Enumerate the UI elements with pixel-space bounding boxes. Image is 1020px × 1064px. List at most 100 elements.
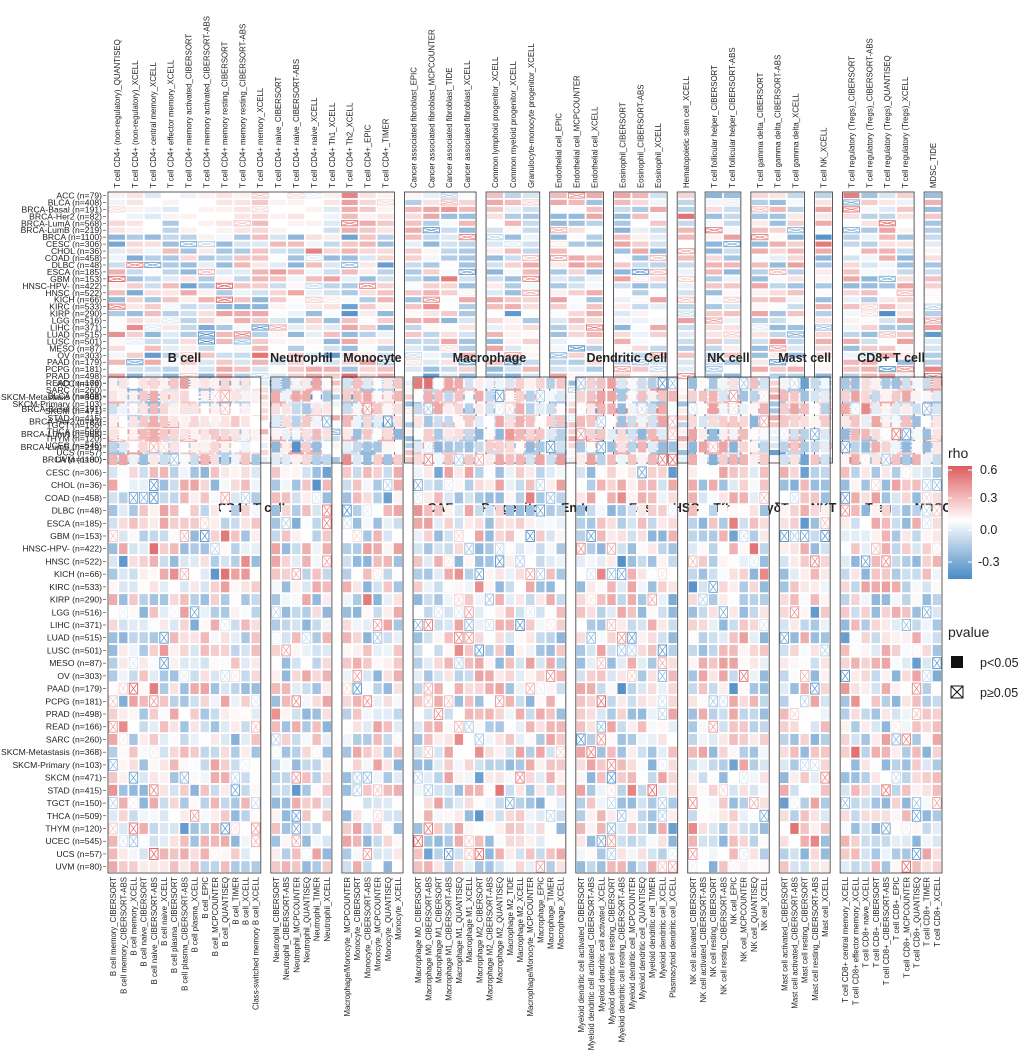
heatmap-cell — [759, 734, 769, 745]
heatmap-cell — [843, 283, 860, 289]
heatmap-cell — [505, 734, 515, 745]
heatmap-cell — [234, 255, 251, 261]
heatmap-cell — [459, 192, 476, 199]
heatmap-cell — [617, 683, 626, 695]
heatmap-cell — [932, 454, 942, 466]
heatmap-cell — [568, 366, 585, 372]
heatmap-cell — [485, 568, 494, 580]
heatmap-cell — [159, 619, 169, 631]
heatmap-cell — [180, 784, 189, 796]
heatmap-cell — [180, 505, 189, 516]
heatmap-cell — [504, 387, 521, 393]
heatmap-cell — [129, 530, 138, 542]
heatmap-cell — [393, 784, 403, 796]
heatmap-cell — [617, 466, 626, 478]
heatmap-cell — [486, 213, 504, 219]
heatmap-cell — [459, 199, 476, 205]
heatmap-cell — [912, 746, 921, 758]
heatmap-cell — [739, 517, 748, 529]
heatmap-cell — [373, 428, 382, 440]
heatmap-cell — [546, 657, 555, 669]
heatmap-cell — [251, 772, 260, 784]
heatmap-cell — [668, 606, 677, 618]
heatmap-cell — [234, 317, 251, 324]
heatmap-cell — [637, 734, 647, 745]
heatmap-cell — [759, 543, 769, 555]
heatmap-cell — [815, 241, 832, 247]
column-label: Cancer associated fibroblast_TIDE — [445, 68, 454, 188]
bottom-row-label: LIHC (n=371) — [50, 620, 102, 630]
heatmap-cell — [597, 505, 606, 516]
heatmap-cell — [708, 861, 718, 873]
heatmap-cell — [607, 428, 616, 440]
heatmap-cell — [393, 543, 403, 555]
heatmap-cell — [475, 492, 484, 504]
heatmap-cell — [723, 366, 740, 372]
heatmap-cell — [729, 772, 738, 784]
heatmap-cell — [441, 324, 458, 331]
heatmap-cell — [210, 517, 220, 529]
heatmap-cell — [790, 466, 799, 478]
column-label: Endothelial cell_MCPCOUNTER — [573, 75, 582, 188]
column-label: Myeloid dendritic cell_TIMER — [648, 877, 657, 978]
heatmap-cell — [617, 695, 626, 707]
heatmap-cell — [459, 248, 476, 254]
heatmap-cell — [271, 721, 281, 733]
heatmap-cell — [912, 530, 921, 542]
heatmap-cell — [486, 359, 504, 365]
heatmap-cell — [881, 619, 891, 631]
heatmap-cell — [650, 394, 667, 400]
column-label: Macrophage_TIMER — [547, 877, 556, 949]
top-row-label: SARC (n=260) — [46, 385, 102, 395]
heatmap-cell — [108, 505, 118, 516]
column-label: T cell CD8+ naive_XCELL — [862, 876, 871, 967]
heatmap-cell — [234, 345, 251, 351]
heatmap-cell — [454, 390, 464, 402]
heatmap-cell — [871, 835, 880, 847]
heatmap-cell — [515, 581, 525, 593]
heatmap-cell — [377, 352, 394, 358]
heatmap-cell — [525, 466, 535, 478]
heatmap-cell — [139, 861, 148, 873]
heatmap-cell — [698, 784, 708, 796]
heatmap-cell — [719, 479, 728, 491]
heatmap-cell — [627, 594, 637, 606]
heatmap-cell — [302, 784, 311, 796]
heatmap-cell — [342, 479, 352, 491]
heatmap-cell — [546, 746, 555, 758]
heatmap-cell — [162, 220, 179, 226]
heatmap-cell — [323, 352, 340, 358]
heatmap-cell — [800, 632, 809, 644]
heatmap-cell — [597, 797, 606, 809]
heatmap-cell — [759, 746, 769, 758]
heatmap-cell — [841, 466, 850, 478]
heatmap-cell — [322, 797, 332, 809]
heatmap-cell — [668, 721, 677, 733]
heatmap-cell — [648, 823, 657, 834]
heatmap-cell — [119, 466, 128, 478]
heatmap-cell — [216, 345, 233, 351]
heatmap-cell — [170, 848, 179, 860]
heatmap-cell — [705, 248, 723, 254]
heatmap-cell — [353, 861, 362, 873]
heatmap-cell — [787, 213, 804, 219]
heatmap-cell — [353, 810, 362, 822]
heatmap-cell — [464, 479, 474, 491]
heatmap-cell — [607, 810, 616, 822]
heatmap-cell — [790, 848, 799, 860]
heatmap-cell — [281, 543, 291, 555]
top-panel--t — [750, 191, 805, 464]
heatmap-cell — [162, 311, 179, 317]
heatmap-cell — [879, 290, 896, 296]
heatmap-cell — [434, 657, 443, 669]
heatmap-cell — [576, 721, 586, 733]
heatmap-cell — [270, 338, 287, 344]
heatmap-cell — [550, 283, 567, 289]
heatmap-cell — [373, 479, 382, 491]
heatmap-cell — [912, 721, 921, 733]
heatmap-cell — [820, 581, 830, 593]
group-label: Neutrophil — [270, 351, 333, 365]
heatmap-cell — [322, 823, 332, 834]
heatmap-cell — [444, 619, 453, 631]
heatmap-cell — [126, 373, 143, 379]
